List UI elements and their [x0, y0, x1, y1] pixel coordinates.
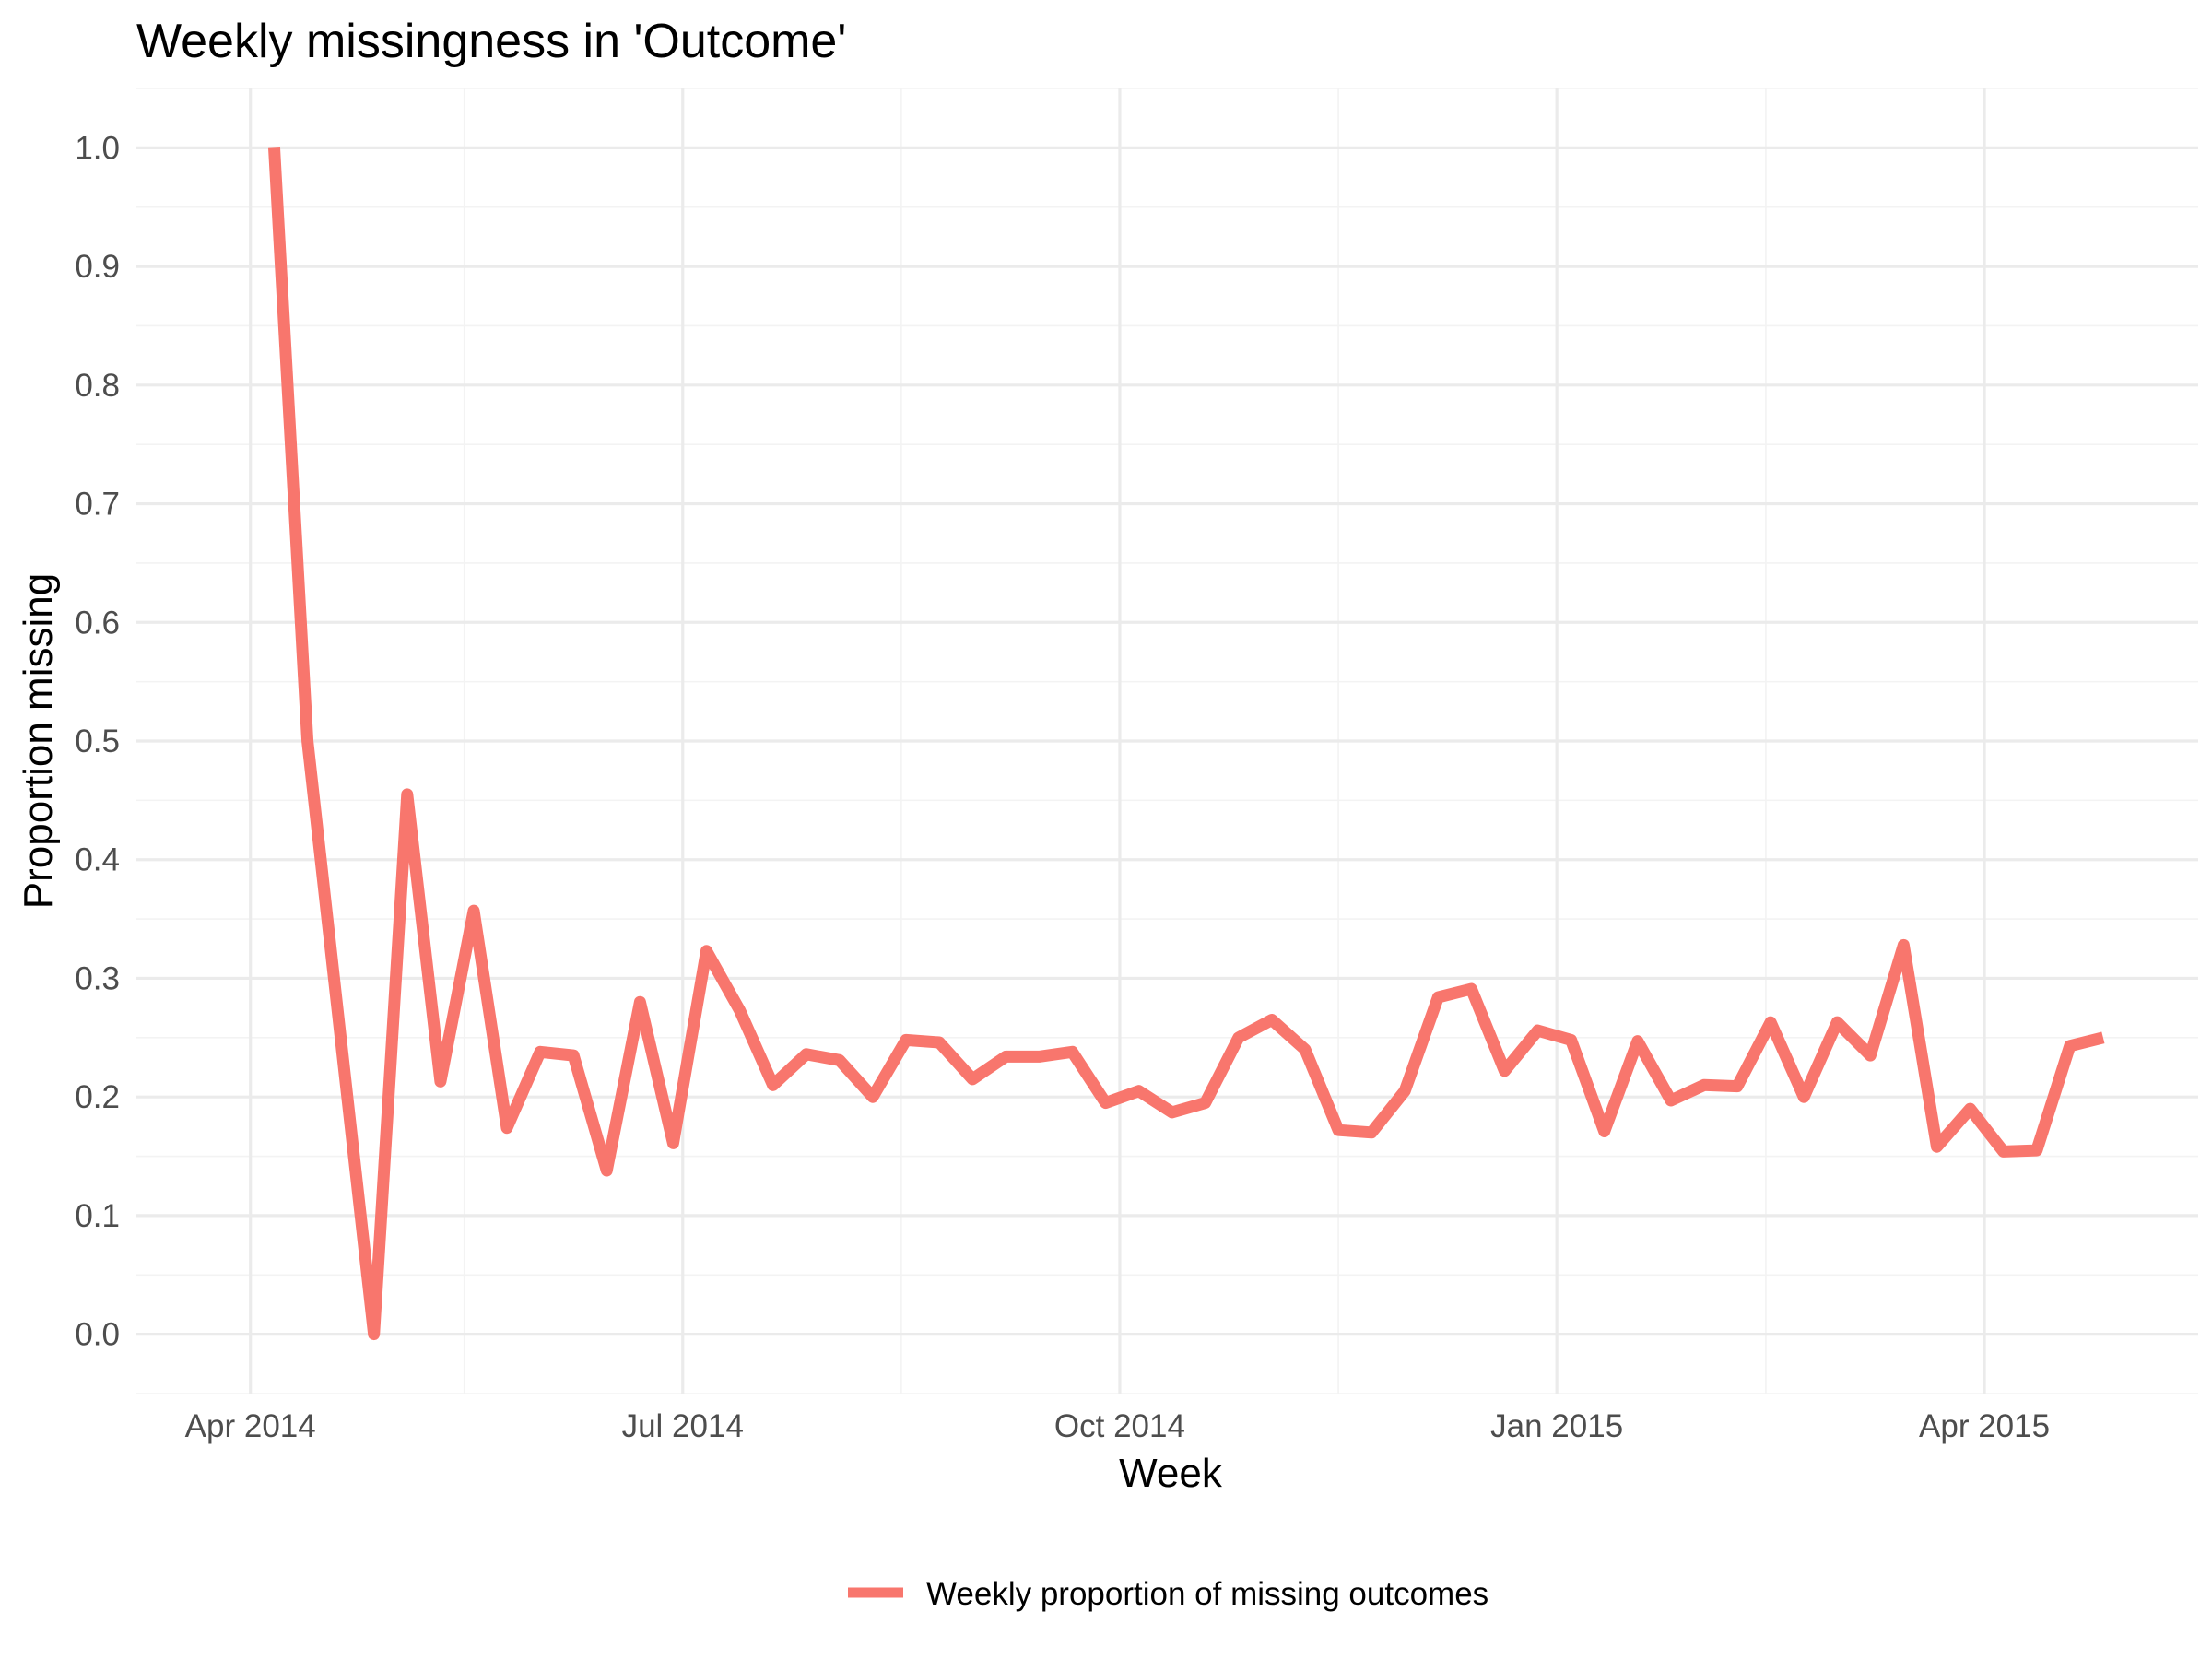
y-tick-label: 0.0	[75, 1317, 120, 1353]
grid	[136, 88, 2198, 1394]
y-tick-label: 0.5	[75, 724, 120, 759]
x-tick-label: Jul 2014	[622, 1408, 744, 1444]
x-tick-label: Oct 2014	[1054, 1408, 1185, 1444]
legend-label-weekly-proportion: Weekly proportion of missing outcomes	[926, 1576, 1488, 1612]
y-tick-label: 0.1	[75, 1198, 120, 1234]
x-tick-label: Jan 2015	[1490, 1408, 1623, 1444]
chart-title: Weekly missingness in 'Outcome'	[136, 15, 846, 68]
y-tick-label: 1.0	[75, 130, 120, 166]
y-axis-title: Proportion missing	[16, 573, 61, 909]
series-lines	[268, 147, 2105, 1341]
x-axis-title: Week	[1119, 1451, 1223, 1496]
x-axis-ticks: Apr 2014 Jul 2014 Oct 2014 Jan 2015 Apr 2015	[185, 1408, 2050, 1444]
y-axis-ticks: 0.0 0.1 0.2 0.3 0.4 0.5 0.6 0.7 0.8 0.9 1.0	[75, 130, 120, 1352]
y-tick-label: 0.2	[75, 1079, 120, 1115]
x-tick-label: Apr 2015	[1919, 1408, 2050, 1444]
y-tick-label: 0.3	[75, 960, 120, 996]
y-tick-label: 0.9	[75, 249, 120, 285]
y-tick-label: 0.7	[75, 487, 120, 523]
series-line-weekly-proportion	[268, 147, 2105, 1341]
y-tick-label: 0.6	[75, 605, 120, 641]
y-tick-label: 0.8	[75, 368, 120, 404]
x-tick-label: Apr 2014	[185, 1408, 316, 1444]
y-tick-label: 0.4	[75, 842, 120, 878]
legend: Weekly proportion of missing outcomes	[848, 1576, 1488, 1612]
